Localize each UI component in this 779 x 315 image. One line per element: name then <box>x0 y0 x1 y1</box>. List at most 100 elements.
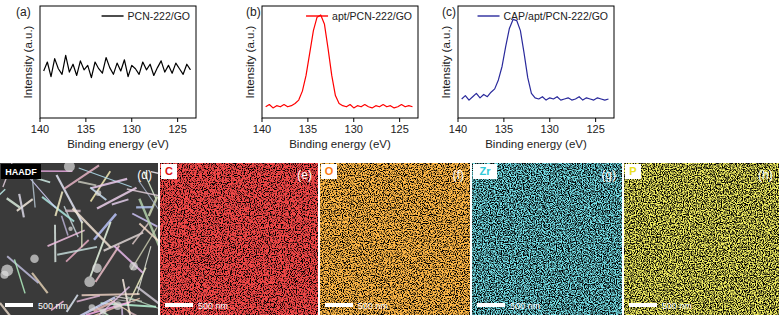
chart: 140135130125Binding energy (eV)Intensity… <box>244 5 418 150</box>
scale-bar <box>165 303 193 307</box>
scale-bar <box>477 303 505 307</box>
map-title: C <box>161 164 177 179</box>
nanorod <box>123 279 134 315</box>
x-tick <box>503 118 504 122</box>
x-tick-label: 135 <box>299 123 317 135</box>
element-map <box>472 163 622 315</box>
nanorod <box>104 233 144 251</box>
particle <box>1 264 13 276</box>
particle <box>113 301 122 310</box>
legend-label: CAP/apt/PCN-222/GO <box>504 10 608 22</box>
nanorod <box>62 216 68 236</box>
x-axis-label: Binding energy (eV) <box>485 138 587 150</box>
nanorod <box>14 259 25 293</box>
figure: 140 135 130 125 Binding energy (eV) Intensity… <box>0 0 779 315</box>
y-axis-label: Intensity (a.u.) <box>244 25 256 98</box>
nanorod <box>77 296 100 302</box>
x-tick-label: 125 <box>586 123 604 135</box>
panel-label: (c) <box>442 5 456 19</box>
nanorod <box>82 294 140 295</box>
panel-label: (a) <box>16 5 31 19</box>
nanorod <box>128 311 158 315</box>
image-bg <box>624 163 779 315</box>
image-panel: C(e)500 nm <box>160 163 318 315</box>
image <box>624 163 779 315</box>
nanorod <box>32 273 48 293</box>
chart: 140135130125Binding energy (eV)Intensity… <box>16 5 196 150</box>
scale-bar-label: 500 nm <box>662 301 692 311</box>
x-tick-label: 135 <box>77 123 95 135</box>
panel-label: (f) <box>453 168 464 182</box>
series-line <box>462 19 609 100</box>
x-tick-label: 130 <box>345 123 363 135</box>
nanorod <box>0 189 5 223</box>
series-line <box>266 15 413 108</box>
map-title-text: Zr <box>480 165 492 177</box>
image <box>320 163 470 315</box>
x-tick-label: 130 <box>541 123 559 135</box>
map-title-text: HAADF <box>5 167 37 177</box>
scale-bar-label: 500 nm <box>358 301 388 311</box>
image <box>0 163 158 315</box>
x-tick <box>131 118 132 122</box>
nanorod <box>7 198 20 207</box>
title-box <box>321 164 337 179</box>
x-tick-label: 125 <box>390 123 408 135</box>
image <box>472 163 622 315</box>
map-title-text: C <box>165 165 173 177</box>
nanorod <box>139 181 158 227</box>
x-axis-label: Binding energy (eV) <box>289 138 391 150</box>
image-bg <box>472 163 622 315</box>
image-bg <box>160 163 318 315</box>
frame <box>458 6 614 118</box>
nanorod <box>136 206 153 209</box>
map-title: P <box>625 164 641 179</box>
plot-area <box>266 15 413 108</box>
nanorod <box>91 179 127 188</box>
plot-area <box>44 55 191 77</box>
x-tick-label: 140 <box>449 123 467 135</box>
panel-label: (e) <box>297 168 312 182</box>
element-map <box>160 163 318 315</box>
frame <box>40 6 196 118</box>
y-axis-label: Intensity (a.u.) <box>22 25 34 98</box>
x-tick <box>353 118 354 122</box>
nanorod <box>67 295 78 312</box>
x-tick <box>549 118 550 122</box>
x-tick-label: 130 <box>123 123 141 135</box>
image-bg <box>0 163 158 315</box>
legend-swatch <box>306 15 328 16</box>
title-box <box>625 164 641 179</box>
nanorod <box>57 247 97 255</box>
image <box>160 163 318 315</box>
nanorod <box>139 224 158 246</box>
particle <box>68 227 72 231</box>
nanorod <box>132 214 157 227</box>
nanorod <box>73 208 111 247</box>
particle <box>30 255 39 264</box>
particle <box>129 262 138 271</box>
map-title: O <box>321 164 337 179</box>
map-title-text: O <box>325 165 334 177</box>
legend-entry: PCN-222/GO <box>102 10 190 22</box>
particle <box>100 308 106 314</box>
panel-label: (h) <box>758 168 773 182</box>
nanorod <box>114 246 143 273</box>
x-tick-label: 140 <box>31 123 49 135</box>
x-tick <box>262 118 263 122</box>
x-tick <box>177 118 178 122</box>
x-tick <box>85 118 86 122</box>
map-title: HAADF <box>1 164 41 179</box>
scale-bar <box>325 303 353 307</box>
title-box <box>161 164 177 179</box>
nanorod <box>81 221 82 247</box>
nanorod <box>19 194 24 218</box>
element-map <box>320 163 470 315</box>
x-tick-label: 125 <box>168 123 186 135</box>
particle <box>92 263 101 272</box>
nanorod <box>137 287 158 311</box>
particle <box>89 304 95 310</box>
panel-label: (d) <box>137 168 152 182</box>
legend-entry: apt/PCN-222/GO <box>306 10 412 22</box>
map-title-text: P <box>629 165 636 177</box>
